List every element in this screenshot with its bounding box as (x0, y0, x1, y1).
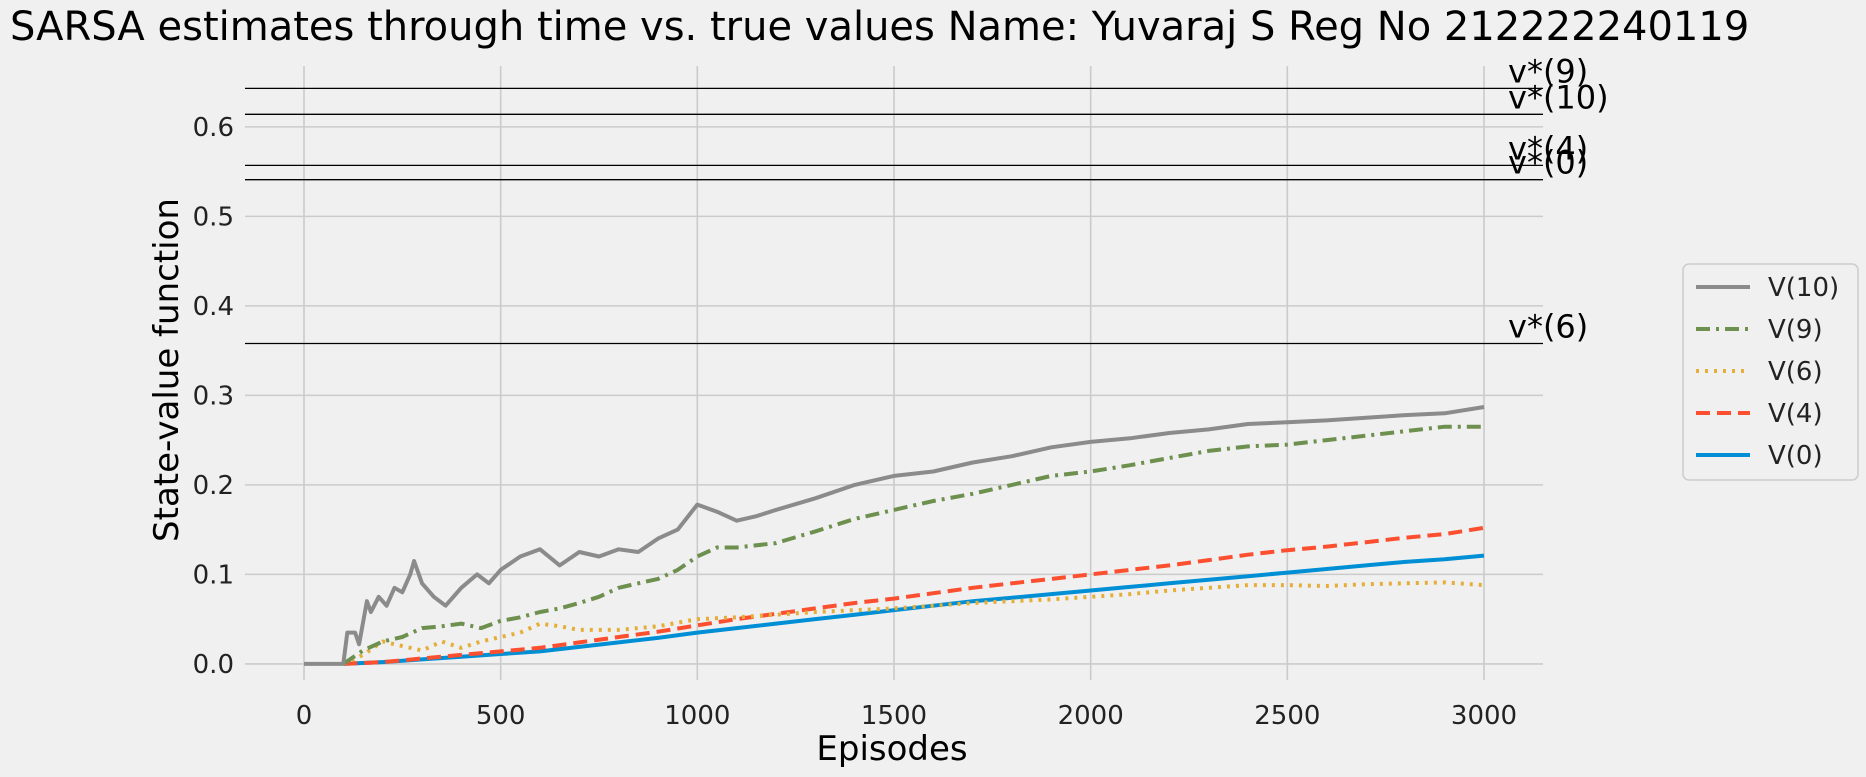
series-line (342, 580, 1485, 666)
x-tick-label: 3000 (1451, 701, 1517, 731)
reference-label: v*(0) (1508, 144, 1588, 182)
reference-label: v*(9) (1508, 52, 1588, 90)
series-line (342, 424, 1484, 666)
series-line (304, 405, 1485, 666)
x-tick-label: 1000 (664, 701, 730, 731)
x-axis-label: Episodes (816, 729, 967, 769)
reference-lines: v*(9)v*(10) v*(4)v*(0) v*(6) (245, 52, 1609, 345)
reference-label: v*(10) (1508, 78, 1609, 116)
y-tick-label: 0.0 (193, 650, 234, 680)
series-line (343, 553, 1485, 666)
y-tick-label: 0.5 (193, 202, 234, 232)
grid (245, 66, 1543, 680)
legend-box (1682, 263, 1859, 481)
series-line (343, 525, 1485, 666)
tick-labels: 0 500 1000 1500 2000 2500 3000 0.0 0.1 0.2 0.3 0.4 0… (193, 113, 1517, 731)
legend: V(10) V(9) V(6) V(4) V(0) (1682, 263, 1859, 481)
x-tick-label: 0 (296, 701, 313, 731)
chart-title: SARSA estimates through time vs. true va… (10, 4, 1749, 50)
legend-entry: V(4) (1768, 399, 1823, 429)
legend-entry: V(9) (1768, 315, 1823, 345)
y-axis-label: State-value function (147, 198, 187, 542)
y-tick-label: 0.3 (193, 381, 234, 411)
y-tick-label: 0.1 (193, 560, 234, 590)
series-lines (304, 405, 1485, 666)
y-tick-label: 0.4 (193, 292, 234, 322)
legend-entry: V(10) (1768, 273, 1839, 303)
y-tick-label: 0.6 (193, 113, 234, 143)
legend-entry: V(0) (1768, 441, 1823, 471)
y-tick-label: 0.2 (193, 471, 234, 501)
x-tick-label: 1500 (861, 701, 927, 731)
x-tick-label: 2500 (1254, 701, 1320, 731)
x-tick-label: 2000 (1058, 701, 1124, 731)
x-tick-label: 500 (476, 701, 526, 731)
legend-entry: V(6) (1768, 357, 1823, 387)
reference-label: v*(4) (1508, 129, 1588, 167)
reference-label: v*(6) (1508, 307, 1588, 345)
